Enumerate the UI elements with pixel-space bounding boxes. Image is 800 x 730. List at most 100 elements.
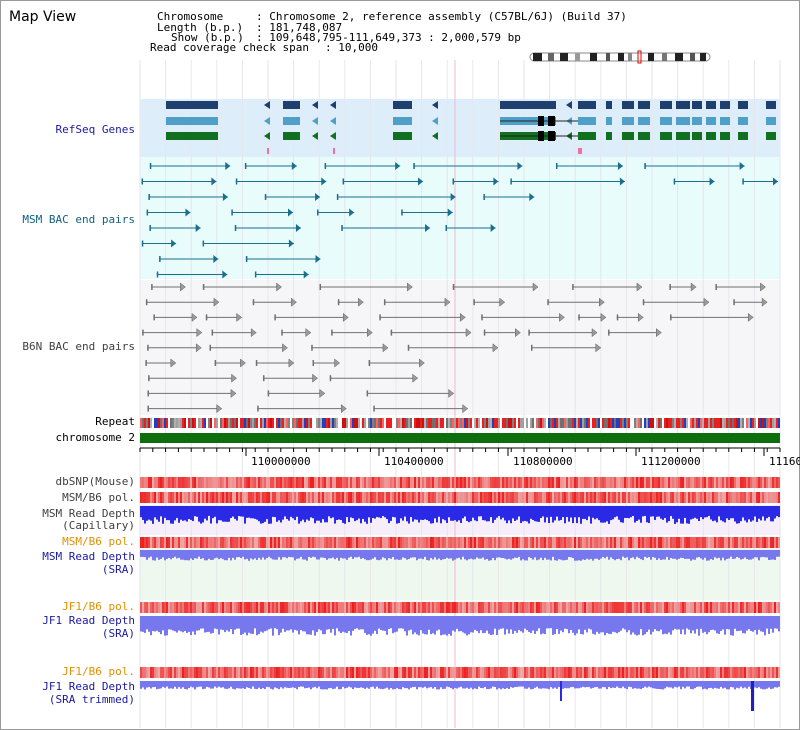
repeat-element (236, 418, 238, 428)
msm-pol-strip (570, 537, 572, 548)
msm-pol-strip (264, 537, 266, 548)
msm-pol-strip (352, 537, 354, 548)
jf1-trim-depth-bar (208, 681, 210, 688)
jf1-pol-strip (438, 667, 440, 678)
msm-cap-depth-bar (314, 506, 316, 524)
jf1-sra-depth-bar (178, 616, 180, 631)
track-label-chromosome[interactable]: chromosome 2 (55, 431, 135, 444)
track-label-dbsnp[interactable]: dbSNP(Mouse) (55, 475, 135, 488)
msm-sra-depth-bar (728, 550, 730, 559)
repeat-element (366, 418, 368, 428)
msm-sra-depth-bar (662, 550, 664, 560)
jf1-trim-depth-bar (284, 681, 286, 688)
jf1-sra-depth-bar (474, 616, 476, 630)
repeat-element (240, 418, 242, 428)
track-label-jf1-pol-2[interactable]: JF1/B6 pol. (62, 665, 135, 678)
dbsnp-strip (148, 477, 150, 488)
repeat-element (230, 418, 232, 428)
track-label-msm-pol-2[interactable]: MSM/B6 pol. (62, 535, 135, 548)
track-label-msm-pol-1[interactable]: MSM/B6 pol. (62, 491, 135, 504)
track-label-jf1-depth-sra[interactable]: JF1 Read Depth (42, 614, 135, 627)
msm-pol-strip (646, 492, 648, 503)
jf1-pol-strip (684, 602, 686, 613)
b6n-bac-end (231, 373, 237, 383)
dbsnp-strip (760, 477, 762, 488)
track-label-msm-bac[interactable]: MSM BAC end pairs (22, 213, 135, 226)
msm-pol-strip (768, 492, 770, 503)
jf1-pol-strip (772, 667, 774, 678)
repeat-element (224, 418, 226, 428)
repeat-element (578, 418, 580, 428)
msm-pol-strip (738, 537, 740, 548)
jf1-pol-strip (714, 667, 716, 678)
jf1-sra-depth-bar (358, 616, 360, 630)
jf1-sra-depth-bar (556, 616, 558, 630)
track-label-jf1-pol-1[interactable]: JF1/B6 pol. (62, 600, 135, 613)
info-chromosome-key: Chromosome (157, 10, 224, 23)
msm-sra-depth-bar (524, 550, 526, 561)
repeat-element (278, 418, 280, 428)
repeat-element (638, 418, 640, 428)
msm-cap-depth-bar (550, 506, 552, 517)
track-label-msm-depth-sra[interactable]: MSM Read Depth (42, 550, 135, 563)
jf1-trim-depth-bar (320, 681, 322, 690)
msm-pol-strip (234, 537, 236, 548)
msm-pol-strip (350, 537, 352, 548)
b6n-bac-end (419, 358, 425, 368)
msm-cap-depth-bar (270, 506, 272, 524)
repeat-element (324, 418, 326, 428)
msm-sra-depth-bar (618, 550, 620, 559)
track-label-refseq[interactable]: RefSeq Genes (55, 123, 135, 136)
track-label-b6n-bac[interactable]: B6N BAC end pairs (22, 340, 135, 353)
msm-pol-strip (588, 492, 590, 503)
info-span-value: : 10,000 (325, 41, 378, 54)
repeat-element (242, 418, 244, 428)
repeat-element (206, 418, 208, 428)
msm-sra-depth-bar (178, 550, 180, 558)
jf1-pol-strip (534, 667, 536, 678)
msm-pol-strip (520, 492, 522, 503)
jf1-pol-strip (266, 667, 268, 678)
msm-cap-depth-bar (740, 506, 742, 522)
jf1-pol-strip (444, 667, 446, 678)
track-label-jf1-depth-trim[interactable]: JF1 Read Depth (42, 680, 135, 693)
repeat-element (474, 418, 476, 428)
msm-sra-depth-bar (620, 550, 622, 561)
msm-pol-strip (444, 492, 446, 503)
jf1-trim-depth-bar (366, 681, 368, 688)
refseq-gene-small (566, 101, 572, 109)
jf1-pol-strip (444, 602, 446, 613)
repeat-element (434, 418, 436, 428)
jf1-sra-depth-bar (140, 616, 142, 632)
msm-pol-strip (770, 537, 772, 548)
repeat-element (658, 418, 660, 428)
msm-cap-depth-bar (448, 506, 450, 518)
msm-pol-strip (212, 492, 214, 503)
msm-pol-strip (146, 492, 148, 503)
jf1-sra-depth-bar (542, 616, 544, 634)
msm-pol-strip (454, 492, 456, 503)
repeat-element (748, 418, 750, 428)
jf1-pol-strip (652, 602, 654, 613)
msm-sra-depth-bar (554, 550, 556, 561)
jf1-trim-depth-bar (184, 681, 186, 690)
b6n-bac-start (407, 344, 410, 351)
jf1-sra-depth-bar (622, 616, 624, 629)
track-label-msm-depth-cap[interactable]: MSM Read Depth (42, 507, 135, 520)
jf1-sra-depth-bar (282, 616, 284, 629)
msm-pol-strip (176, 492, 178, 503)
msm-sra-depth-bar (326, 550, 328, 560)
repeat-element (618, 418, 620, 428)
jf1-sra-depth-bar (412, 616, 414, 635)
jf1-pol-strip (154, 667, 156, 678)
jf1-pol-strip (452, 667, 454, 678)
jf1-pol-strip (212, 667, 214, 678)
jf1-sra-depth-bar (308, 616, 310, 635)
jf1-pol-strip (752, 602, 754, 613)
jf1-pol-strip (152, 602, 154, 613)
jf1-sra-depth-bar (158, 616, 160, 633)
jf1-pol-strip (742, 667, 744, 678)
track-label-repeat[interactable]: Repeat (95, 415, 135, 428)
msm-cap-depth-bar (278, 506, 280, 521)
